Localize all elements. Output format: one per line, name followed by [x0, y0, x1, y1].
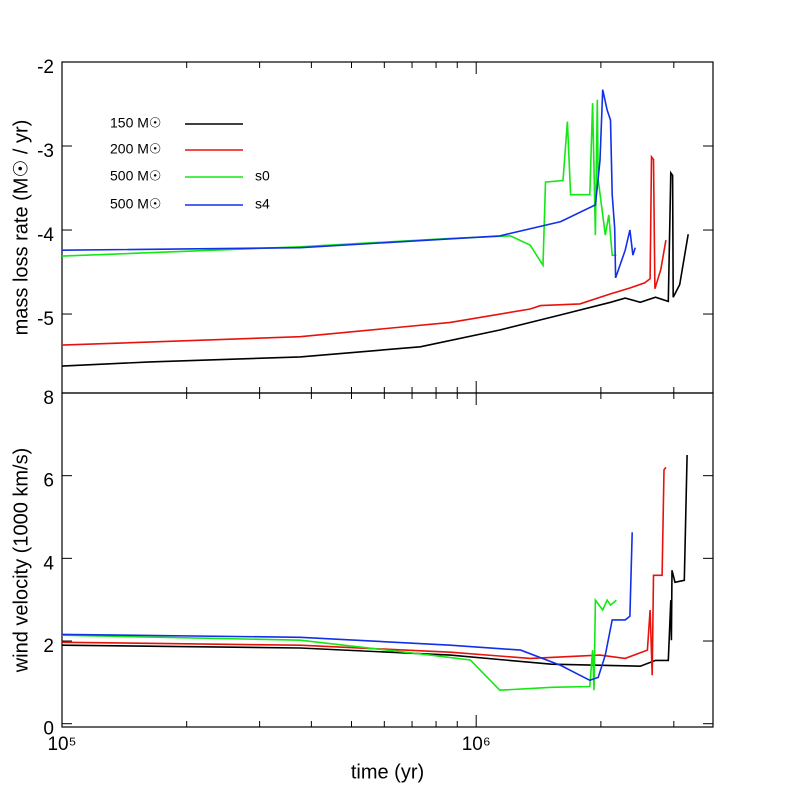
data-line [61, 154, 667, 346]
legend-label: 500 M☉ [110, 196, 161, 212]
x-axis-label: time (yr) [351, 761, 424, 783]
data-line [61, 454, 688, 668]
y-tick-label: -4 [37, 225, 54, 246]
y-tick-label: -5 [37, 309, 54, 330]
data-line [61, 99, 617, 268]
y-tick-label: 8 [43, 388, 54, 409]
data-line [61, 466, 667, 676]
data-line [61, 170, 689, 367]
y-tick-label: -3 [37, 141, 54, 162]
y-tick-label: 0 [43, 719, 54, 740]
y-tick-label: 6 [43, 471, 54, 492]
x-tick-label: 10⁵ [47, 734, 76, 755]
legend-tag: s0 [255, 168, 270, 184]
legend-label: 150 M☉ [110, 115, 161, 131]
legend-label: 200 M☉ [110, 141, 161, 157]
y-tick-label: 2 [43, 636, 54, 657]
data-line [61, 89, 636, 279]
y-axis-label: wind velocity (1000 km/s) [10, 448, 32, 674]
y-axis-label: mass loss rate (M☉ / yr) [10, 120, 32, 336]
x-tick-label: 10⁶ [462, 734, 491, 755]
data-line [61, 532, 633, 682]
data-line [61, 597, 617, 692]
y-tick-label: 4 [43, 553, 54, 574]
legend-tag: s4 [255, 196, 270, 212]
y-tick-label: -2 [37, 57, 54, 78]
plot-frame [61, 392, 714, 728]
legend-label: 500 M☉ [110, 168, 161, 184]
